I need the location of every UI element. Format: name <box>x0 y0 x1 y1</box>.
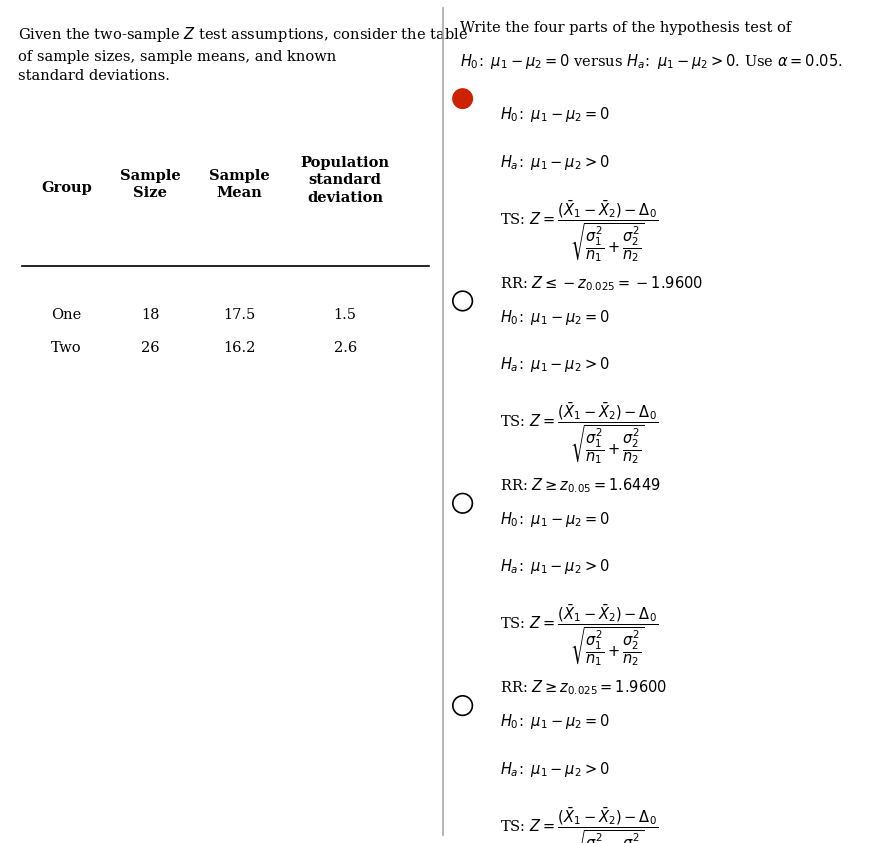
Text: TS: $Z = \dfrac{(\bar{X}_1 - \bar{X}_2) - \Delta_0}{\sqrt{\dfrac{\sigma_1^2}{n_1: TS: $Z = \dfrac{(\bar{X}_1 - \bar{X}_2) … <box>500 805 657 843</box>
Text: Population
standard
deviation: Population standard deviation <box>300 156 389 205</box>
Text: 17.5: 17.5 <box>222 308 255 322</box>
Text: $H_a\!\mathrm{:}\ \mu_1 - \mu_2 > 0$: $H_a\!\mathrm{:}\ \mu_1 - \mu_2 > 0$ <box>500 557 610 577</box>
Text: 2.6: 2.6 <box>333 341 356 356</box>
Text: 1.5: 1.5 <box>333 308 356 322</box>
Text: $H_0\!\mathrm{:}\ \mu_1 - \mu_2 = 0$: $H_0\!\mathrm{:}\ \mu_1 - \mu_2 = 0$ <box>500 510 610 529</box>
Ellipse shape <box>453 493 472 513</box>
Text: $H_0\!\mathrm{:}\ \mu_1 - \mu_2 = 0$: $H_0\!\mathrm{:}\ \mu_1 - \mu_2 = 0$ <box>500 712 610 732</box>
Text: TS: $Z = \dfrac{(\bar{X}_1 - \bar{X}_2) - \Delta_0}{\sqrt{\dfrac{\sigma_1^2}{n_1: TS: $Z = \dfrac{(\bar{X}_1 - \bar{X}_2) … <box>500 603 657 669</box>
Text: TS: $Z = \dfrac{(\bar{X}_1 - \bar{X}_2) - \Delta_0}{\sqrt{\dfrac{\sigma_1^2}{n_1: TS: $Z = \dfrac{(\bar{X}_1 - \bar{X}_2) … <box>500 400 657 467</box>
Text: RR: $Z \geq z_{0.05} = 1.6449$: RR: $Z \geq z_{0.05} = 1.6449$ <box>500 476 660 495</box>
Ellipse shape <box>453 291 472 311</box>
Text: Sample
Mean: Sample Mean <box>208 169 269 200</box>
Ellipse shape <box>453 89 472 109</box>
Text: Given the two-sample $Z$ test assumptions, consider the table
of sample sizes, s: Given the two-sample $Z$ test assumption… <box>18 25 467 83</box>
Text: $H_a\!\mathrm{:}\ \mu_1 - \mu_2 > 0$: $H_a\!\mathrm{:}\ \mu_1 - \mu_2 > 0$ <box>500 355 610 374</box>
Text: $H_0\!\mathrm{:}\ \mu_1 - \mu_2 = 0$: $H_0\!\mathrm{:}\ \mu_1 - \mu_2 = 0$ <box>500 105 610 125</box>
Text: 18: 18 <box>141 308 159 322</box>
Text: 26: 26 <box>141 341 159 356</box>
Text: RR: $Z \leq -z_{0.025} = -1.9600$: RR: $Z \leq -z_{0.025} = -1.9600$ <box>500 274 703 293</box>
Text: TS: $Z = \dfrac{(\bar{X}_1 - \bar{X}_2) - \Delta_0}{\sqrt{\dfrac{\sigma_1^2}{n_1: TS: $Z = \dfrac{(\bar{X}_1 - \bar{X}_2) … <box>500 198 657 265</box>
Text: Sample
Size: Sample Size <box>120 169 181 200</box>
Text: $H_0\!\mathrm{:}\ \mu_1 - \mu_2 = 0$: $H_0\!\mathrm{:}\ \mu_1 - \mu_2 = 0$ <box>500 308 610 327</box>
Text: Two: Two <box>51 341 82 356</box>
Text: $H_a\!\mathrm{:}\ \mu_1 - \mu_2 > 0$: $H_a\!\mathrm{:}\ \mu_1 - \mu_2 > 0$ <box>500 760 610 779</box>
Text: $H_a\!\mathrm{:}\ \mu_1 - \mu_2 > 0$: $H_a\!\mathrm{:}\ \mu_1 - \mu_2 > 0$ <box>500 153 610 172</box>
Text: $H_0\!\mathrm{:}\ \mu_1 - \mu_2 = 0$ versus $H_a\!\mathrm{:}\ \mu_1 - \mu_2 > 0$: $H_0\!\mathrm{:}\ \mu_1 - \mu_2 = 0$ ver… <box>460 52 842 72</box>
Text: Group: Group <box>41 181 91 196</box>
Text: One: One <box>51 308 82 322</box>
Text: RR: $Z \geq z_{0.025} = 1.9600$: RR: $Z \geq z_{0.025} = 1.9600$ <box>500 679 667 697</box>
Ellipse shape <box>453 695 472 716</box>
Text: Write the four parts of the hypothesis test of: Write the four parts of the hypothesis t… <box>460 21 790 35</box>
Text: 16.2: 16.2 <box>222 341 255 356</box>
